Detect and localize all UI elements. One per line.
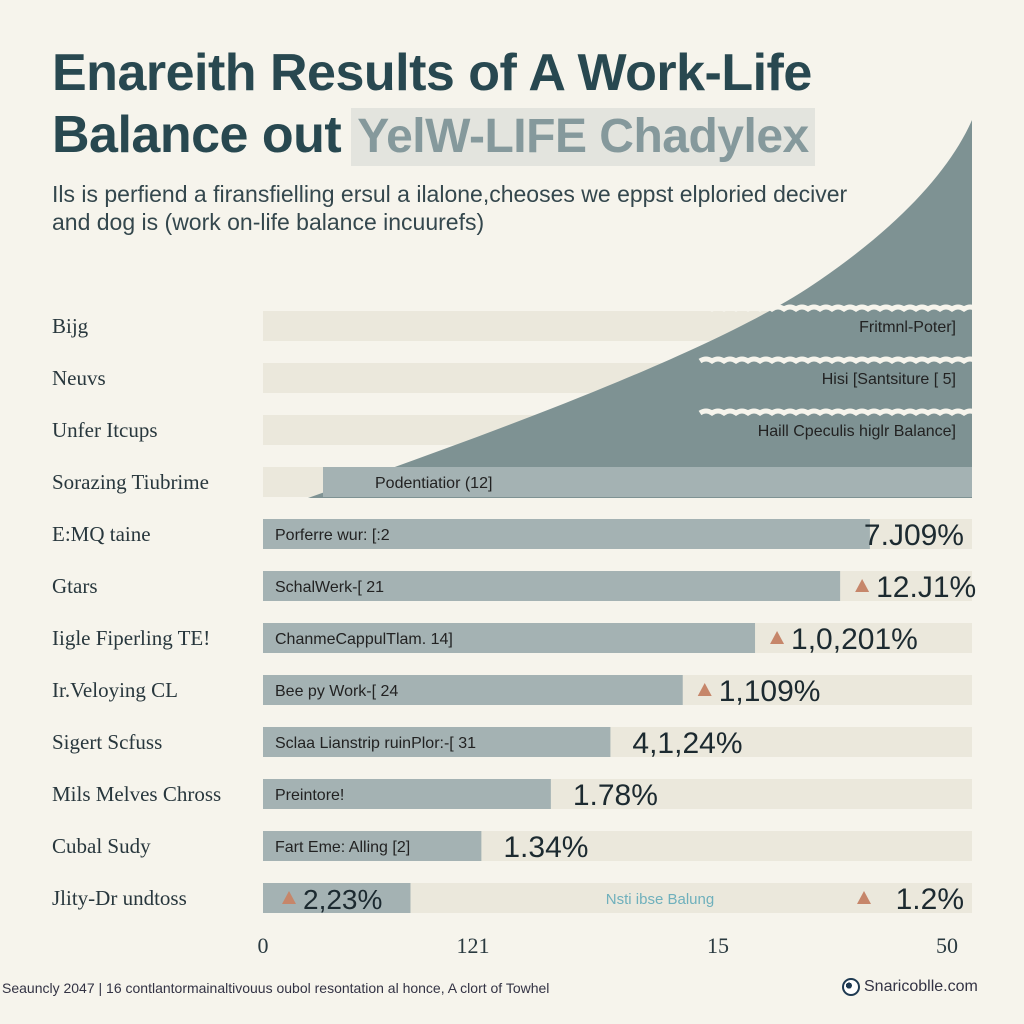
wave-separator (698, 356, 978, 365)
value-label: 1.78% (573, 779, 658, 812)
x-tick-label: 0 (258, 933, 269, 958)
marker-icon (855, 579, 870, 592)
bar-label: Hisi [Santsiture [ 5] (822, 371, 956, 388)
title-line-1: Enareith Results of A Work-Life (52, 44, 812, 102)
category-label: Gtars (52, 574, 98, 598)
bar (263, 779, 551, 809)
bar (263, 727, 611, 757)
row-extra-value: 1.2% (896, 883, 964, 916)
marker-icon (770, 631, 785, 644)
bar (263, 519, 870, 549)
subtitle-line-2: and dog is (work on-life balance incuure… (52, 209, 485, 235)
globe-icon (842, 978, 860, 996)
category-label: Bijg (52, 314, 89, 338)
category-label: Mils Melves Chross (52, 782, 221, 806)
value-label: 1,109% (719, 675, 821, 708)
title-line-2-main: Balance out (52, 106, 342, 164)
x-tick-label: 121 (457, 933, 490, 958)
title-highlight: YelW-LIFE Chadylеx (351, 108, 815, 166)
value-label: 2,23% (303, 884, 382, 915)
category-label: Neuvs (52, 366, 106, 390)
value-label: 4,1,24% (632, 727, 742, 760)
value-label: 12.J1% (876, 571, 976, 604)
chart-title: Enareith Results of A Work-Life Balance … (52, 42, 982, 166)
subtitle-line-1: Ils is perfiend a firansfielling ersul a… (52, 181, 848, 207)
category-label: Ir.Veloying CL (52, 678, 178, 702)
bar-label: Bee py Work-[ 24 (275, 683, 398, 700)
category-label: Jlity-Dr undtoss (52, 886, 187, 910)
row-extra-label: Nsti ibse Balung (606, 891, 714, 908)
bar-label: Haill Cpeculis higlr Balance] (758, 423, 956, 440)
bar-label: SchalWerk-[ 21 (275, 579, 384, 596)
bar (263, 831, 482, 861)
bar (263, 623, 756, 653)
footer-source: Seauncly 2047 | 16 contlantormainaltivou… (2, 980, 550, 996)
title-line-2: Balance out YelW-LIFE Chadylеx (52, 104, 982, 166)
category-label: Iigle Fiperling TE! (52, 626, 210, 650)
chart-subtitle: Ils is perfiend a firansfielling ersul a… (52, 180, 932, 236)
x-tick-label: 15 (707, 933, 729, 958)
bar-label: ChanmeCappulTlam. 14] (275, 631, 453, 648)
wave-separator (698, 304, 978, 313)
bar (263, 571, 841, 601)
bar-label: Podentiatior (12] (375, 475, 492, 492)
bar-label: Fart Eme: Alling [2] (275, 839, 410, 856)
bar (263, 675, 683, 705)
marker-icon (282, 891, 296, 904)
marker-icon (857, 891, 871, 904)
category-label: E:MQ taine (52, 522, 151, 546)
trend-area (308, 120, 972, 498)
footer-brand: Snaricoblle.com (842, 978, 978, 996)
bar-label: Porferre wur: [:2 (275, 527, 390, 544)
wave-separator (698, 408, 978, 417)
x-tick-label: 50 (936, 933, 958, 958)
value-label: 7.J09% (864, 519, 964, 552)
value-label: 1,0,201% (791, 623, 918, 656)
category-label: Sorazing Tiubrime (52, 470, 209, 494)
bar-label: Sclaa Lianstrip ruinPlor:-[ 31 (275, 735, 476, 752)
category-label: Cubal Sudy (52, 834, 151, 858)
bar-label: Preintore! (275, 787, 344, 804)
category-label: Unfer Itcups (52, 418, 158, 442)
marker-icon (697, 683, 712, 696)
bar-label: Fritmnl-Poter] (859, 319, 956, 336)
value-label: 1.34% (503, 831, 588, 864)
footer-brand-text: Snaricoblle.com (864, 978, 978, 995)
category-label: Sigert Scfuss (52, 730, 162, 754)
bar (323, 467, 972, 497)
